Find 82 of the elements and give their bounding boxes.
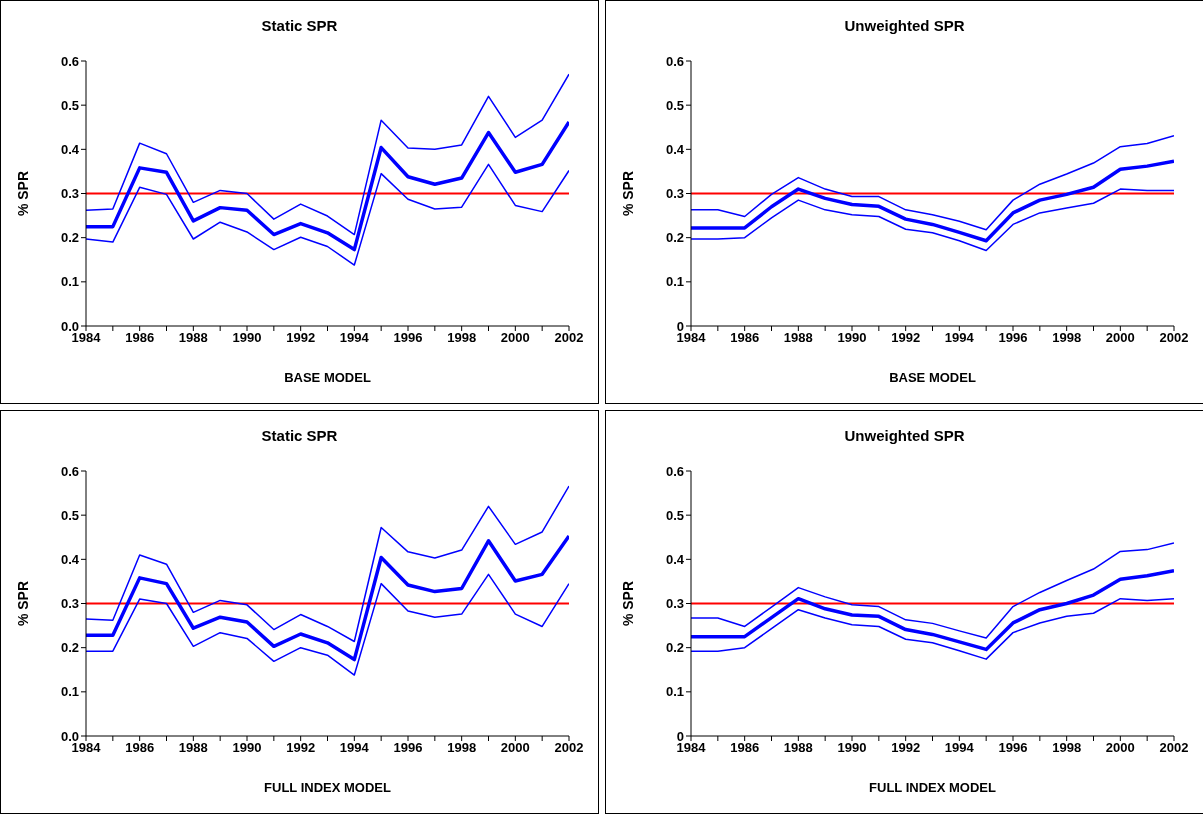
x-tick-label: 1994 <box>339 740 370 756</box>
x-tick-label: 1988 <box>178 330 208 346</box>
y-axis-title: % SPR <box>619 170 636 217</box>
y-tick-label: 0.3 <box>665 596 684 612</box>
y-tick-label: 0.2 <box>665 640 684 656</box>
y-tick-label: 0.2 <box>60 230 79 246</box>
x-axis-title: FULL INDEX MODEL <box>264 780 391 795</box>
y-tick-label: 0.5 <box>60 507 79 523</box>
line-series <box>86 534 569 662</box>
x-axis-title: FULL INDEX MODEL <box>869 780 996 795</box>
chart-title: Static SPR <box>260 17 339 34</box>
x-tick-label: 1990 <box>232 330 262 346</box>
line-series <box>691 569 1174 652</box>
y-tick-label: 0.3 <box>60 596 79 612</box>
x-axis-title: BASE MODEL <box>284 370 371 385</box>
x-tick-label: 1986 <box>125 330 155 346</box>
x-tick-label: 1996 <box>393 330 423 346</box>
line-series <box>691 597 1174 660</box>
y-tick-label: 0.4 <box>665 141 685 157</box>
x-tick-label: 1996 <box>393 740 423 756</box>
x-tick-label: 1998 <box>1052 330 1082 346</box>
y-tick-label: 0.6 <box>60 53 79 69</box>
x-tick-label: 1990 <box>232 740 262 756</box>
x-tick-label: 2002 <box>554 740 584 756</box>
line-series <box>86 573 569 676</box>
x-axis-title: BASE MODEL <box>889 370 976 385</box>
y-tick-label: 0.1 <box>665 274 684 290</box>
x-tick-label: 1994 <box>944 330 975 346</box>
x-tick-label: 1998 <box>1052 740 1082 756</box>
x-tick-label: 2000 <box>500 740 530 756</box>
x-tick-label: 2002 <box>554 330 584 346</box>
line-series <box>691 542 1174 639</box>
y-tick-label: 0.4 <box>60 141 80 157</box>
x-tick-label: 1996 <box>998 330 1028 346</box>
x-tick-label: 1998 <box>447 740 477 756</box>
chart-title: Unweighted SPR <box>843 17 966 34</box>
x-tick-label: 1988 <box>178 740 208 756</box>
y-tick-label: 0.5 <box>665 97 684 113</box>
x-tick-label: 2002 <box>1159 330 1189 346</box>
x-tick-label: 1992 <box>286 740 316 756</box>
y-tick-label: 0.6 <box>665 53 684 69</box>
y-axis-title: % SPR <box>619 580 636 627</box>
line-series <box>86 485 569 643</box>
x-tick-label: 1986 <box>125 740 155 756</box>
x-tick-label: 1992 <box>891 330 921 346</box>
x-tick-label: 1992 <box>891 740 921 756</box>
y-tick-label: 0.4 <box>665 551 685 567</box>
line-series <box>691 188 1174 252</box>
y-tick-label: 0.4 <box>60 551 80 567</box>
y-tick-label: 0.5 <box>665 507 684 523</box>
x-tick-label: 1988 <box>783 740 813 756</box>
y-tick-label: 0.6 <box>60 463 79 479</box>
y-tick-label: 0.1 <box>665 684 684 700</box>
x-tick-label: 2000 <box>1105 740 1135 756</box>
x-tick-label: 1986 <box>730 330 760 346</box>
line-series <box>691 134 1174 231</box>
y-tick-label: 0.3 <box>665 186 684 202</box>
y-tick-label: 0.3 <box>60 186 79 202</box>
x-tick-label: 2000 <box>500 330 530 346</box>
x-tick-label: 1996 <box>998 740 1028 756</box>
y-tick-label: 0.6 <box>665 463 684 479</box>
chart-title: Unweighted SPR <box>843 427 966 444</box>
x-tick-label: 1994 <box>944 740 975 756</box>
x-tick-label: 1988 <box>783 330 813 346</box>
y-axis-title: % SPR <box>14 170 31 217</box>
y-tick-label: 0.5 <box>60 97 79 113</box>
line-series <box>86 163 569 266</box>
x-tick-label: 1994 <box>339 330 370 346</box>
x-tick-label: 1992 <box>286 330 316 346</box>
x-tick-label: 1998 <box>447 330 477 346</box>
y-tick-label: 0.1 <box>60 684 79 700</box>
x-tick-label: 2000 <box>1105 330 1135 346</box>
x-tick-label: 1990 <box>837 740 867 756</box>
x-tick-label: 1986 <box>730 740 760 756</box>
x-tick-label: 1990 <box>837 330 867 346</box>
line-series <box>691 159 1174 243</box>
x-tick-label: 2002 <box>1159 740 1189 756</box>
chart-title: Static SPR <box>260 427 339 444</box>
y-tick-label: 0.1 <box>60 274 79 290</box>
y-tick-label: 0.2 <box>60 640 79 656</box>
y-axis-title: % SPR <box>14 580 31 627</box>
y-tick-label: 0.2 <box>665 230 684 246</box>
